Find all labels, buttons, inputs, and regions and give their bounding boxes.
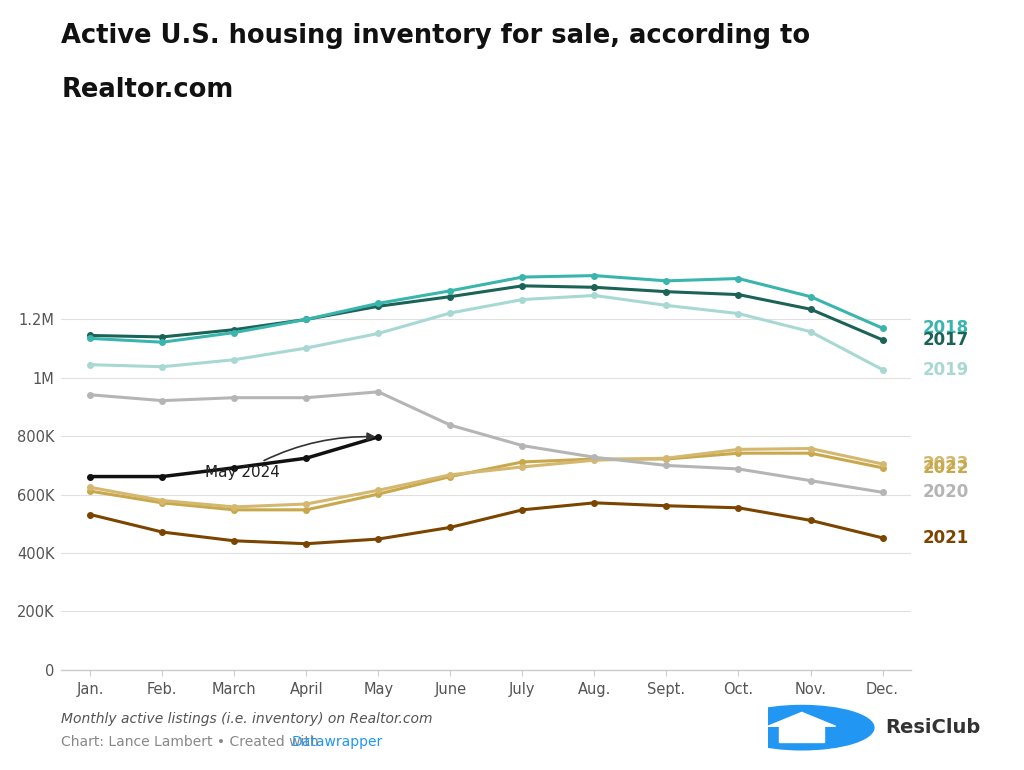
Text: 2018: 2018 [923,320,969,337]
Text: 2021: 2021 [923,529,969,547]
Text: 2020: 2020 [923,484,969,501]
Text: 2019: 2019 [923,360,969,379]
Text: 2017: 2017 [923,331,969,349]
Text: Datawrapper: Datawrapper [292,735,383,749]
Text: 2022: 2022 [923,459,969,477]
Text: Active U.S. housing inventory for sale, according to: Active U.S. housing inventory for sale, … [61,23,811,49]
Text: May 2024: May 2024 [206,434,374,480]
Text: ResiClub: ResiClub [885,718,980,737]
Text: Monthly active listings (i.e. inventory) on Realtor.com: Monthly active listings (i.e. inventory)… [61,712,433,726]
Text: Realtor.com: Realtor.com [61,77,233,103]
Text: Chart: Lance Lambert • Created with: Chart: Lance Lambert • Created with [61,735,324,749]
Text: 2023: 2023 [923,455,969,473]
Polygon shape [779,724,824,742]
Polygon shape [768,712,836,726]
Circle shape [730,705,873,750]
